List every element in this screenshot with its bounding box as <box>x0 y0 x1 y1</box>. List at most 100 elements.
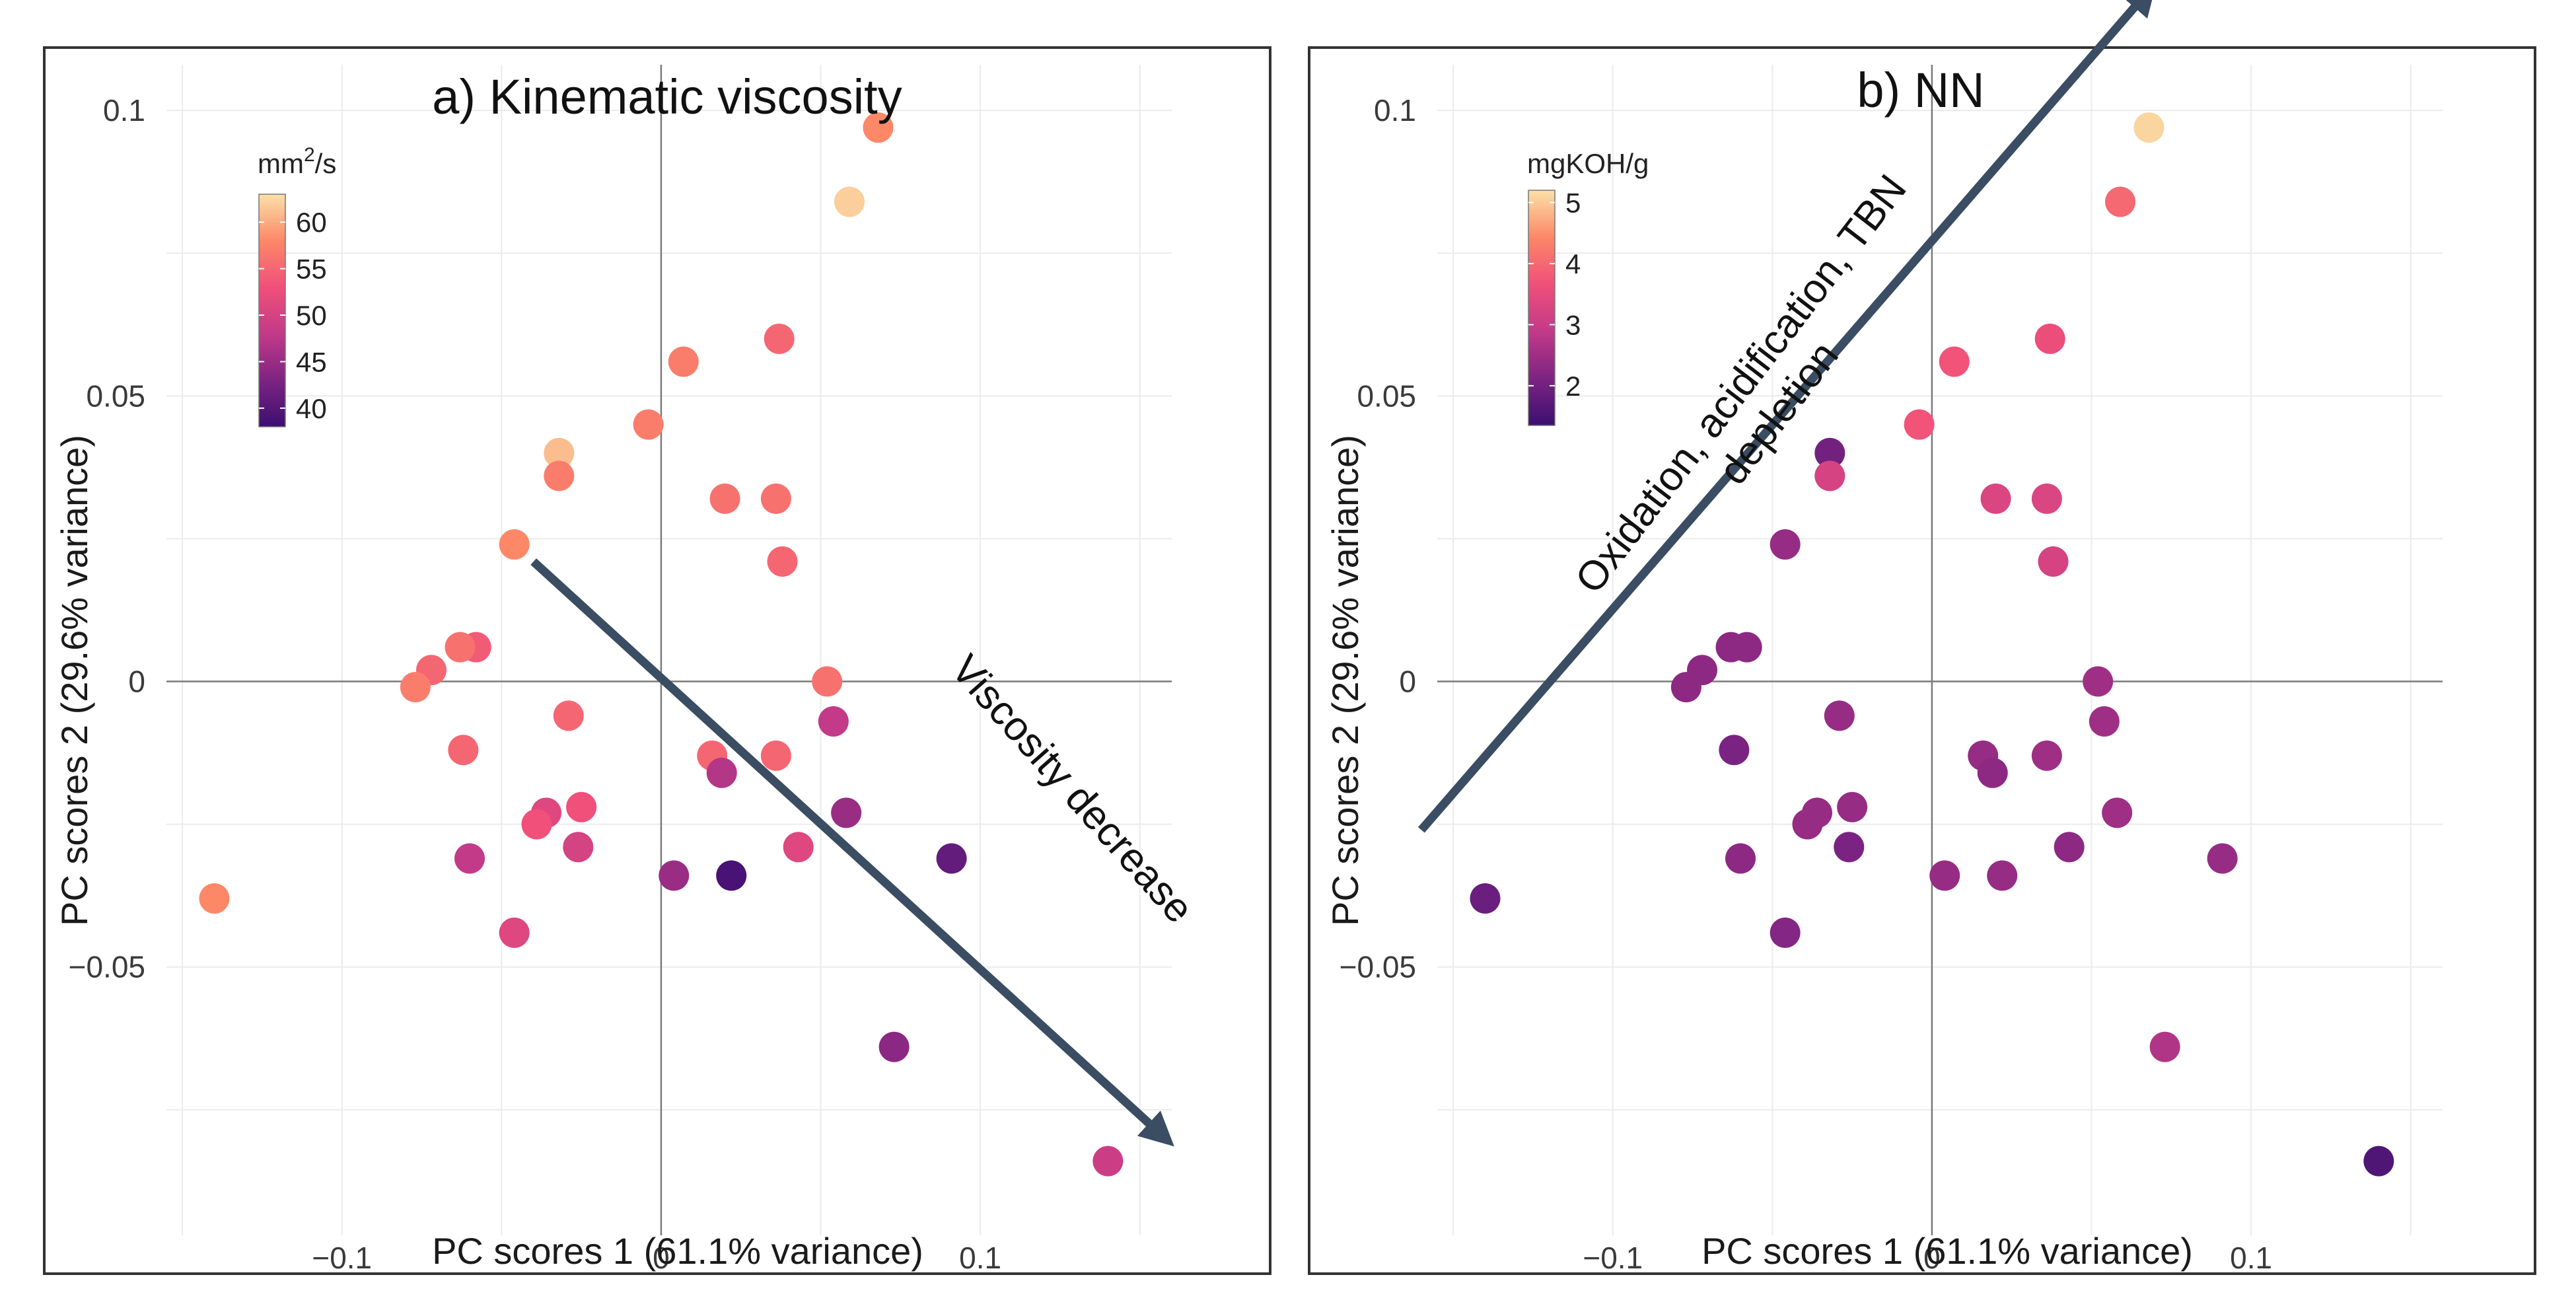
y-tick-label: 0.1 <box>1374 93 1416 128</box>
y-axis-title: PC scores 2 (29.6% variance) <box>1324 435 1366 926</box>
scatter-points <box>199 112 1124 1177</box>
colorbar-tick-label: 4 <box>1565 248 1581 279</box>
data-point <box>1792 809 1823 840</box>
colorbar-tick-label: 2 <box>1565 371 1581 402</box>
data-point <box>544 437 575 468</box>
y-tick-label: −0.05 <box>69 950 145 984</box>
x-tick-labels: −0.1 0 0.1 <box>1583 1241 2272 1275</box>
data-point <box>1092 1146 1124 1177</box>
data-point <box>863 112 894 143</box>
data-point <box>2207 843 2238 874</box>
data-point <box>2031 483 2062 514</box>
panel-kinematic-viscosity: −0.1 0 0.1 −0.05 0 0.05 0.1 a) Kinematic visc… <box>43 46 1271 1275</box>
data-point <box>760 740 791 771</box>
data-point <box>659 860 690 891</box>
y-tick-label: 0 <box>1399 665 1416 699</box>
x-tick-label: 0 <box>653 1241 670 1275</box>
data-point <box>566 791 597 822</box>
panel-nn: −0.1 0 0.1 −0.05 0 0.05 0.1 b) NN PC scores 1… <box>1308 0 2536 1275</box>
annotation-label: Oxidation, acidification, TBN depletion <box>1567 166 1915 602</box>
panel-frame <box>1308 46 2536 1275</box>
data-point <box>2149 1031 2180 1062</box>
data-point <box>1770 917 1801 948</box>
grid <box>166 65 1172 1235</box>
annotation-label: Viscosity decrease <box>943 646 1202 931</box>
data-point <box>812 666 843 697</box>
annotation-arrow-line <box>530 558 1174 1147</box>
data-point <box>2089 706 2120 737</box>
data-point <box>668 346 699 377</box>
colorbar-title: mgKOH/g <box>1527 148 1649 179</box>
data-point <box>400 672 431 703</box>
y-tick-labels: −0.05 0 0.05 0.1 <box>69 93 145 984</box>
data-point <box>1814 437 1845 468</box>
colorbar: mm2/s 60 55 50 45 40 <box>258 144 336 427</box>
annotation-arrow <box>530 558 1174 1147</box>
data-point <box>1939 346 1970 377</box>
data-point <box>633 409 664 440</box>
data-point <box>936 843 967 874</box>
data-point <box>2104 186 2135 217</box>
annotation-arrow-line <box>1417 0 2157 833</box>
colorbar-title-sup: 2 <box>304 144 315 166</box>
data-point <box>448 735 479 766</box>
colorbar-tick-label: 60 <box>296 207 327 238</box>
data-point <box>1715 632 1746 663</box>
colorbar-ticks: 60 55 50 45 40 <box>259 207 327 424</box>
data-point <box>1977 757 2008 788</box>
zero-lines <box>166 65 1172 1235</box>
data-point <box>1719 735 1750 766</box>
y-tick-label: 0 <box>128 665 145 699</box>
data-point <box>834 186 865 217</box>
zero-lines <box>1437 65 2443 1235</box>
colorbar-ticks: 5 4 3 2 <box>1528 187 1581 402</box>
data-point <box>2038 546 2069 577</box>
data-point <box>716 860 747 891</box>
data-point <box>1929 860 1960 891</box>
y-tick-label: −0.05 <box>1340 950 1416 984</box>
data-point <box>1470 883 1501 914</box>
data-point <box>445 632 476 663</box>
annotation-arrow <box>1417 0 2157 833</box>
annotation-label-line1: Oxidation, acidification, TBN <box>1567 166 1915 602</box>
x-tick-label: 0.1 <box>959 1241 1001 1275</box>
data-point <box>2102 797 2133 828</box>
x-tick-labels: −0.1 0 0.1 <box>312 1241 1001 1275</box>
colorbar-tick-label: 40 <box>296 393 327 424</box>
data-point <box>2363 1146 2394 1177</box>
colorbar-gradient <box>258 194 286 427</box>
data-point <box>553 700 584 731</box>
data-point <box>2083 666 2114 697</box>
y-axis-title: PC scores 2 (29.6% variance) <box>54 435 95 926</box>
data-point <box>831 797 862 828</box>
data-point <box>783 832 814 863</box>
data-point <box>818 706 849 737</box>
chart-title: b) NN <box>1857 63 1984 118</box>
data-point <box>1987 860 2018 891</box>
x-tick-label: −0.1 <box>1583 1241 1643 1275</box>
data-point <box>764 323 795 354</box>
data-point <box>1814 460 1845 492</box>
data-point <box>2133 112 2165 143</box>
colorbar-title-base: mgKOH/g <box>1527 148 1649 179</box>
colorbar-tick-label: 55 <box>296 254 327 285</box>
data-point <box>1670 672 1701 703</box>
data-point <box>878 1031 910 1062</box>
colorbar-tick-label: 50 <box>296 300 327 331</box>
x-tick-label: 0.1 <box>2230 1241 2272 1275</box>
colorbar-title: mm2/s <box>258 144 336 179</box>
colorbar-tick-label: 3 <box>1565 309 1581 340</box>
data-point <box>1824 700 1855 731</box>
data-point <box>767 546 798 577</box>
data-point <box>499 529 530 560</box>
scatter-points <box>1470 112 2394 1177</box>
data-point <box>521 809 552 840</box>
data-point <box>563 832 594 863</box>
colorbar-tick-label: 5 <box>1565 187 1581 218</box>
data-point <box>544 460 575 492</box>
data-point <box>2034 323 2065 354</box>
y-tick-label: 0.05 <box>1357 379 1416 413</box>
colorbar-title-base: mm <box>258 148 304 179</box>
data-point <box>2031 740 2062 771</box>
y-tick-labels: −0.05 0 0.05 0.1 <box>1340 93 1416 984</box>
